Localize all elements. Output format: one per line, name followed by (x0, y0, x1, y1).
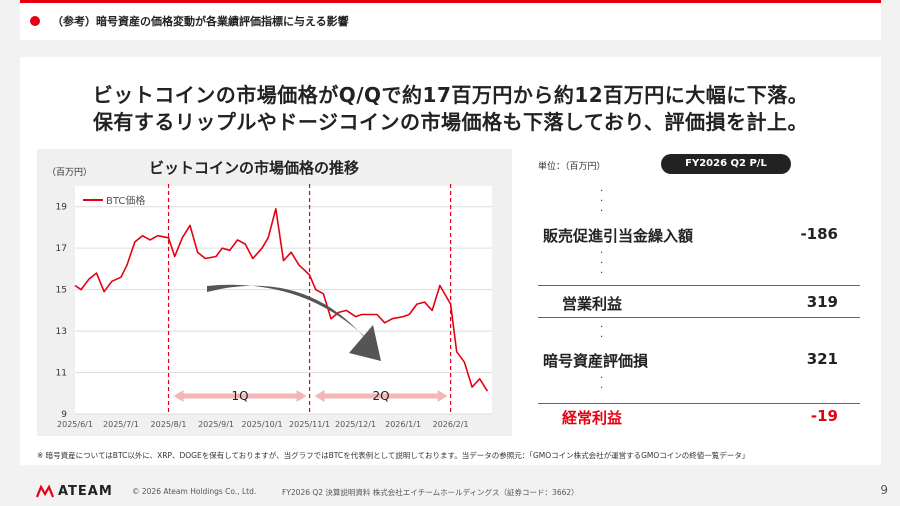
y-tick-label: 9 (61, 410, 67, 420)
btc-price-chart: 9 11 13 15 17 19 2025/6/1 2025/7/1 2025/8/1 2025/… (56, 184, 492, 429)
bullet-dot-icon (30, 16, 40, 26)
x-tick-label: 2025/10/1 (242, 420, 283, 429)
arrow-shape (173, 390, 307, 402)
pl-row-label: 暗号資産評価損 (543, 352, 649, 370)
ateam-logo: ATEAM (36, 483, 113, 499)
quarter-span-arrow (173, 390, 307, 402)
ateam-logo-icon (36, 484, 54, 498)
y-tick-label: 11 (56, 369, 67, 379)
x-tick-label: 2025/12/1 (335, 420, 376, 429)
page-footer: ATEAM © 2026 Ateam Holdings Co., Ltd. FY… (0, 474, 900, 506)
pl-panel: 単位：（百万円） FY2026 Q2 P/L · · · 販売促進引当金繰入額 -1… (538, 154, 888, 437)
section-header-bar: （参考）暗号資産の価格変動が各業績評価指標に与える影響 (20, 0, 881, 40)
x-tick-label: 2025/6/1 (57, 420, 93, 429)
trend-arrow-icon (207, 284, 369, 343)
pl-row-value: -19 (810, 407, 838, 425)
content-card: ビットコインの市場価格がQ/Qで約17百万円から約12百万円に大幅に下落。 保有… (20, 57, 881, 465)
pl-row-value: -186 (800, 225, 838, 243)
legend-label: BTC価格 (106, 194, 145, 207)
period-badge: FY2026 Q2 P/L (661, 154, 791, 174)
quarter-label: 1Q (231, 389, 248, 403)
ellipsis-icon: · · · (600, 248, 604, 279)
x-tick-label: 2025/11/1 (289, 420, 330, 429)
section-title: （参考）暗号資産の価格変動が各業績評価指標に与える影響 (52, 15, 349, 28)
chart-unit-label: （百万円） (47, 168, 93, 178)
quarter-span-arrow (314, 390, 448, 402)
x-tick-label: 2025/7/1 (103, 420, 139, 429)
page-number: 9 (880, 483, 888, 497)
quarter-label: 2Q (373, 389, 390, 403)
pl-row-label: 営業利益 (562, 295, 623, 313)
btc-price-line (74, 207, 489, 392)
headline-line-2: 保有するリップルやドージコインの市場価格も下落しており、評価損を計上。 (92, 110, 809, 134)
y-tick-label: 17 (56, 244, 67, 254)
row-divider (538, 403, 860, 404)
row-divider (538, 317, 860, 318)
arrow-shape (314, 390, 448, 402)
ellipsis-icon: · · (600, 322, 604, 343)
x-tick-label: 2026/2/1 (433, 420, 469, 429)
x-tick-label: 2026/1/1 (385, 420, 421, 429)
headline-line-1: ビットコインの市場価格がQ/Qで約17百万円から約12百万円に大幅に下落。 (92, 83, 809, 107)
x-tick-label: 2025/8/1 (151, 420, 187, 429)
trend-arrow-head (349, 325, 381, 361)
pl-row-value: 321 (806, 350, 838, 368)
footnote: ※ 暗号資産についてはBTC以外に、XRP、DOGEを保有しておりますが、当グラ… (37, 451, 750, 460)
x-tick-label: 2025/9/1 (198, 420, 234, 429)
pl-row-value: 319 (806, 293, 838, 311)
pl-row-label: 経常利益 (562, 409, 623, 427)
btc-chart-panel: （百万円） ビットコインの市場価格の推移 9 11 13 15 17 19 2025/6/1… (37, 149, 512, 436)
y-tick-label: 13 (56, 327, 67, 337)
chart-title: ビットコインの市場価格の推移 (149, 159, 360, 177)
logo-text: ATEAM (58, 483, 113, 499)
y-tick-label: 19 (56, 203, 68, 213)
pl-unit-label: 単位：（百万円） (538, 162, 606, 172)
ellipsis-icon: · · · (600, 186, 604, 217)
y-tick-label: 15 (56, 286, 67, 296)
row-divider (538, 285, 860, 286)
document-name: FY2026 Q2 決算説明資料 株式会社エイチームホールディングス（証券コード… (282, 488, 579, 497)
plot-area (75, 186, 492, 414)
copyright: © 2026 Ateam Holdings Co., Ltd. (132, 487, 257, 496)
ellipsis-icon: · · (600, 373, 604, 394)
pl-row-label: 販売促進引当金繰入額 (543, 227, 694, 245)
